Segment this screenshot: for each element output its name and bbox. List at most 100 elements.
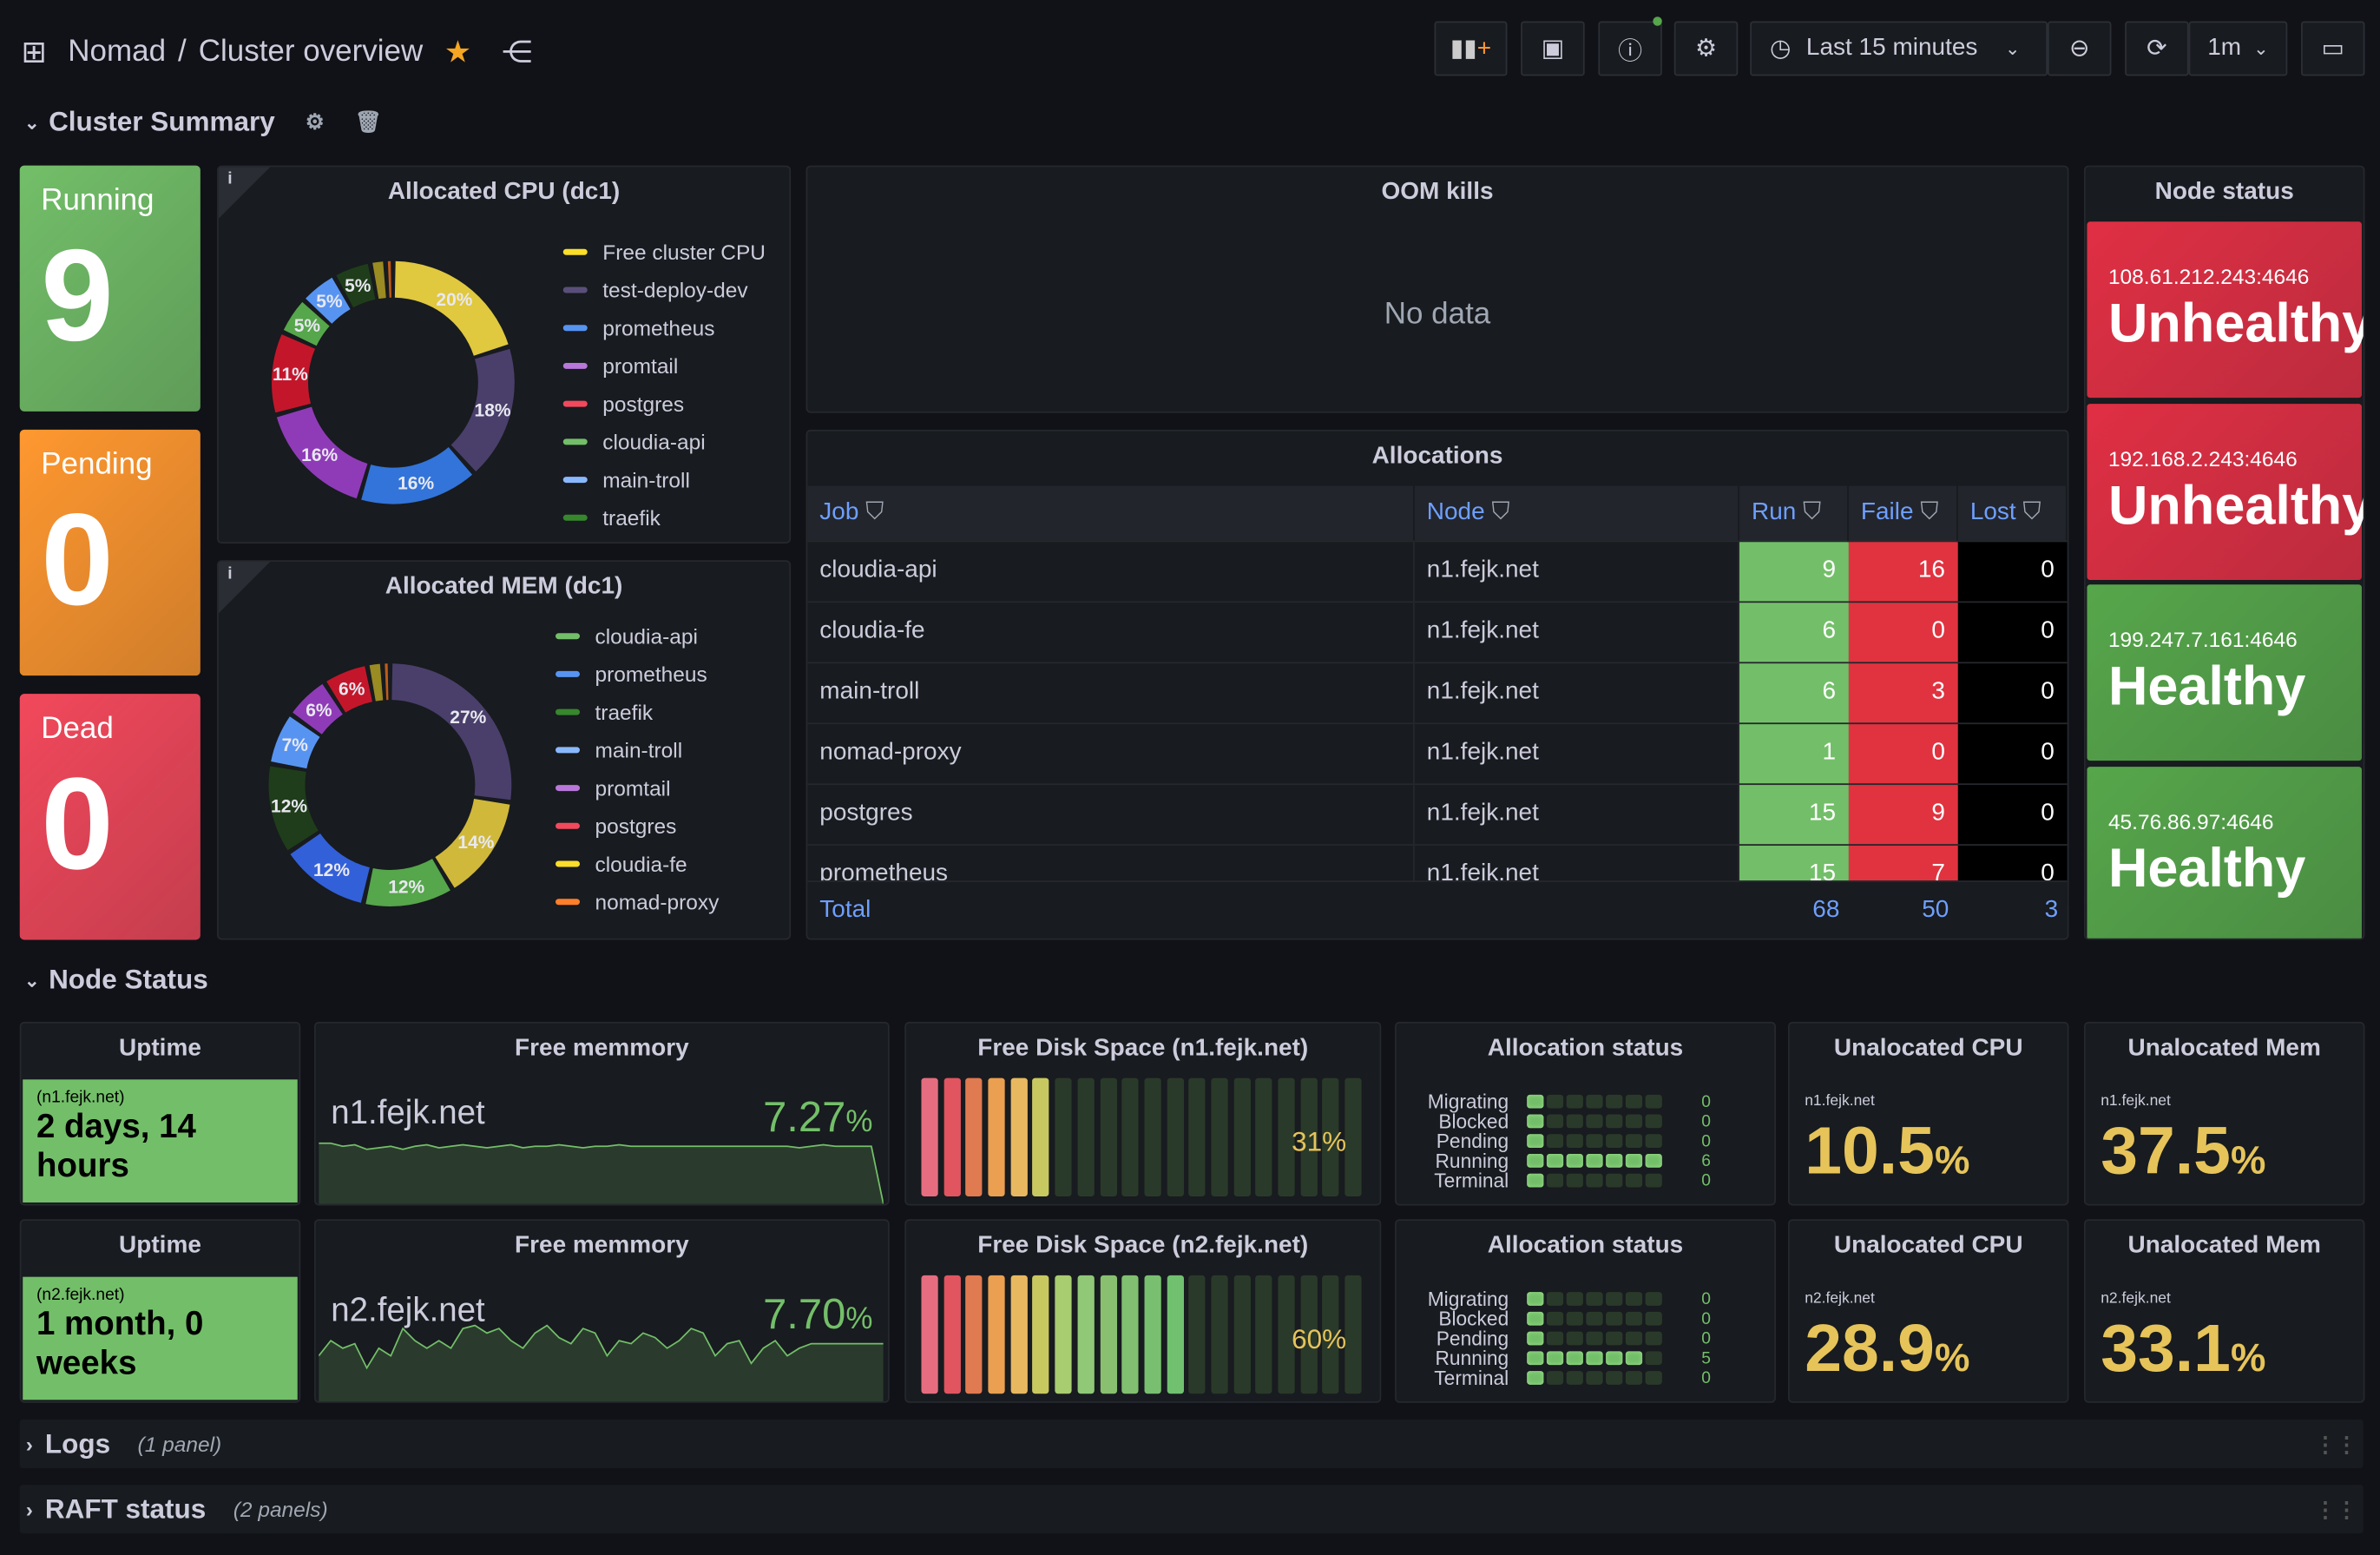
legend-item[interactable]: promtail [562, 346, 766, 385]
legend-item[interactable]: prometheus [556, 655, 719, 693]
legend-item[interactable]: prometheus [562, 308, 766, 346]
alloc-cell [1566, 1331, 1583, 1346]
alloc-cell [1546, 1114, 1564, 1129]
save-button[interactable]: ▣ [1521, 21, 1585, 76]
donut-segment[interactable] [435, 798, 510, 888]
legend-item[interactable]: cloudia-fe [556, 844, 719, 882]
donut-segment[interactable] [361, 446, 473, 504]
star-icon[interactable]: ★ [444, 36, 472, 70]
legend-item[interactable]: postgres [556, 807, 719, 845]
refresh-button[interactable]: ⟳ [2125, 21, 2189, 76]
donut-segment[interactable] [387, 260, 391, 298]
lost-cell: 0 [1956, 722, 2067, 785]
zoom-out-button[interactable]: ⊖ [2047, 21, 2112, 76]
disk-bar-cell [1278, 1077, 1295, 1196]
filter-icon[interactable]: ⛉ [1803, 498, 1822, 525]
column-header[interactable]: Lost ⛉ [1956, 485, 2068, 542]
drag-handle-icon[interactable]: ⋮⋮ [2314, 1496, 2357, 1521]
donut-segment[interactable] [306, 277, 351, 324]
tv-mode-button[interactable]: ▭ [2301, 21, 2365, 76]
donut-segment[interactable] [290, 833, 370, 903]
unit: % [845, 1105, 873, 1139]
lost-cell: 0 [1956, 540, 2067, 603]
donut-segment[interactable] [283, 301, 330, 346]
alloc-cell [1546, 1331, 1564, 1346]
disk-bar-cell [1322, 1077, 1340, 1196]
disk-bar-cell [1345, 1275, 1362, 1394]
settings-button[interactable]: ⚙ [1673, 21, 1739, 76]
legend-item[interactable]: cloudia-api [562, 422, 766, 460]
disk-bar-cell [1188, 1275, 1206, 1394]
job-cell: postgres [807, 783, 1414, 846]
alloc-cell [1586, 1331, 1603, 1346]
column-header[interactable]: Job ⛉ [807, 485, 1415, 542]
time-range-picker[interactable]: ◷ Last 15 minutes ⌄ [1750, 21, 2048, 76]
filter-icon[interactable]: ⛉ [865, 498, 884, 525]
row-raft-status[interactable]: › RAFT status (2 panels) ⋮⋮ [19, 1485, 2364, 1534]
legend-item[interactable]: nomad-proxy [556, 882, 719, 920]
share-icon[interactable]: ⋲ [502, 36, 533, 70]
save-icon: ▣ [1541, 36, 1565, 63]
column-header[interactable]: Run ⛉ [1739, 485, 1849, 542]
donut-segment[interactable] [271, 716, 320, 769]
disk-bar-cell [1300, 1077, 1318, 1196]
node-name: n2.fejk.net [2101, 1290, 2171, 1308]
donut-segment[interactable] [268, 766, 319, 851]
breadcrumb-root[interactable]: Nomad [68, 35, 167, 69]
legend-item[interactable]: test-deploy-dev [562, 270, 766, 308]
legend-item[interactable]: promtail [556, 768, 719, 807]
donut-segment[interactable] [450, 348, 515, 472]
donut-segment-label: 12% [388, 877, 424, 897]
donut-segment[interactable] [385, 663, 389, 701]
alloc-cell [1527, 1114, 1544, 1129]
legend-item[interactable]: cloudia-api [556, 616, 719, 655]
stat-label: Pending [41, 447, 153, 482]
donut-segment-label: 11% [273, 365, 308, 385]
filter-icon[interactable]: ⛉ [1920, 498, 1939, 525]
disk-bar-cell [1099, 1077, 1117, 1196]
disk-bar-cell [1211, 1275, 1228, 1394]
filter-icon[interactable]: ⛉ [2022, 498, 2041, 525]
row-logs[interactable]: › Logs (1 panel) ⋮⋮ [19, 1420, 2364, 1468]
uptime-value: 1 month, 0 weeks [36, 1304, 204, 1382]
trash-icon[interactable]: 🗑 [354, 109, 382, 134]
donut-segment[interactable] [391, 663, 512, 801]
legend-item[interactable]: main-troll [562, 460, 766, 498]
stat-value: 0 [41, 487, 114, 634]
gear-icon[interactable]: ⚙ [305, 109, 325, 134]
donut-segment[interactable] [326, 666, 372, 713]
donut-segment[interactable] [293, 683, 343, 735]
donut-segment[interactable] [369, 663, 384, 702]
legend-item[interactable]: traefik [562, 498, 766, 537]
add-panel-button[interactable]: ▮▮+ [1434, 21, 1508, 76]
panel-title: Allocations [1371, 443, 1503, 470]
refresh-interval-picker[interactable]: 1m ⌄ [2188, 21, 2288, 76]
donut-segment[interactable] [372, 261, 386, 300]
legend-item[interactable]: Free cluster CPU [562, 233, 766, 271]
legend-item[interactable]: postgres [562, 384, 766, 422]
row-node-status[interactable]: ⌄ Node Status [24, 964, 208, 996]
apps-grid-icon[interactable]: ⊞ [21, 36, 47, 70]
info-button[interactable]: ⓘ [1598, 21, 1662, 76]
legend-item[interactable]: main-troll [556, 730, 719, 768]
unit: % [1934, 1137, 1970, 1183]
alloc-cell [1546, 1292, 1564, 1306]
donut-segment[interactable] [336, 263, 376, 308]
alloc-status-row: Terminal 0 [1397, 1368, 1711, 1388]
column-header[interactable]: Node ⛉ [1413, 485, 1740, 542]
filter-icon[interactable]: ⛉ [1491, 498, 1510, 525]
donut-segment-label: 16% [301, 445, 338, 465]
info-icon[interactable]: i [227, 169, 233, 188]
column-header[interactable]: Faile ⛉ [1848, 485, 1958, 542]
donut-segment[interactable] [276, 406, 368, 499]
legend-item[interactable]: traefik [556, 692, 719, 730]
node-cell: n1.fejk.net [1413, 783, 1740, 846]
donut-segment[interactable] [365, 859, 450, 906]
row-cluster-summary[interactable]: ⌄ Cluster Summary ⚙ 🗑 [24, 106, 382, 138]
donut-segment[interactable] [394, 260, 509, 356]
row-panel-count: (2 panels) [233, 1497, 328, 1522]
drag-handle-icon[interactable]: ⋮⋮ [2314, 1431, 2357, 1456]
info-icon[interactable]: i [227, 564, 233, 583]
donut-segment[interactable] [272, 334, 316, 413]
alloc-cell [1566, 1114, 1583, 1129]
